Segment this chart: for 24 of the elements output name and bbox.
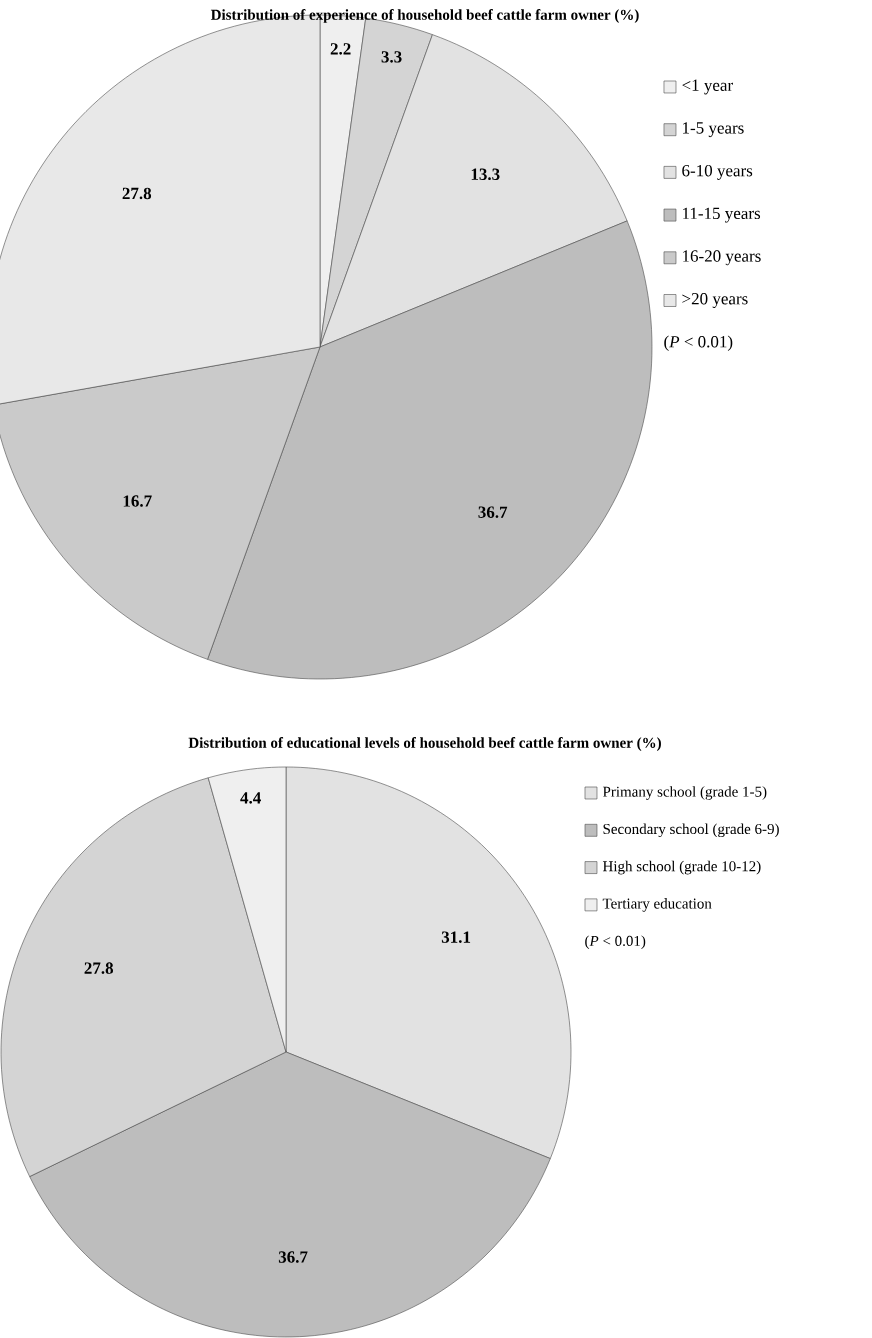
legend-label: 11-15 years <box>683 207 761 223</box>
data-label: 16.7 <box>123 495 152 507</box>
data-label: 36.7 <box>478 506 508 518</box>
data-label: 36.7 <box>278 1251 308 1263</box>
legend-label: Primany school (grade 1-5) <box>602 786 767 800</box>
data-label: 27.8 <box>122 187 152 200</box>
data-label: 4.4 <box>240 792 261 804</box>
text: (P < 0.01) <box>664 335 733 351</box>
data-label: 31.1 <box>441 931 471 943</box>
legend-label: 6-10 years <box>682 164 753 180</box>
chart-title: Distribution of educational levels of household beef cattle farm owner (%) <box>188 737 661 751</box>
legend-label: High school (grade 10-12) <box>602 860 761 875</box>
legend-label: >20 years <box>682 292 748 308</box>
text: (P < 0.01) <box>585 935 646 949</box>
legend-label: 1-5 years <box>683 122 744 138</box>
legend-label: 16-20 years <box>683 250 761 266</box>
legend-label: <1 year <box>682 79 733 95</box>
data-label: 2.2 <box>330 43 351 55</box>
data-label: 27.8 <box>84 962 114 974</box>
chart-title: Distribution of experience of household beef cattle farm owner (%) <box>210 9 639 23</box>
legend-label: Tertiary education <box>602 898 712 912</box>
data-label: 13.3 <box>471 168 500 181</box>
data-label: 3.3 <box>381 51 402 63</box>
legend-label: Secondary school (grade 6-9) <box>603 823 779 838</box>
